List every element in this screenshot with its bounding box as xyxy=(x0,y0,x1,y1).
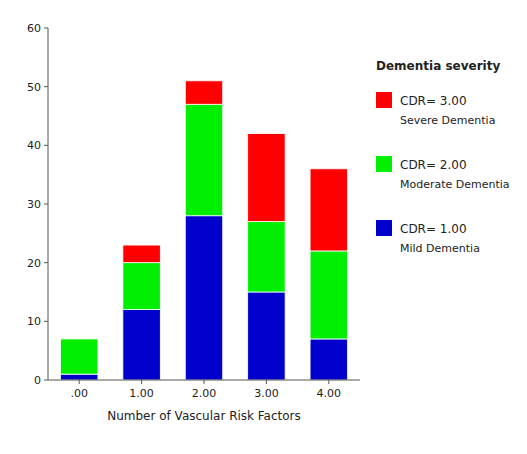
legend-label: CDR= 3.00 xyxy=(400,94,467,108)
x-tick xyxy=(141,380,142,384)
y-tick xyxy=(44,28,48,29)
bar-segment xyxy=(123,245,160,263)
bar-segment xyxy=(123,263,160,310)
bar-segment xyxy=(60,374,97,380)
y-tick-label: 20 xyxy=(27,257,41,270)
y-tick xyxy=(44,86,48,87)
bar-segment xyxy=(60,339,97,374)
bar-segment xyxy=(310,169,347,251)
y-tick-label: 30 xyxy=(27,198,41,211)
bar-segment xyxy=(185,216,222,380)
bar-segment xyxy=(310,251,347,339)
bars xyxy=(60,81,347,380)
x-tick xyxy=(79,380,80,384)
x-tick xyxy=(266,380,267,384)
bar-segment xyxy=(185,81,222,104)
bar-segment xyxy=(248,134,285,222)
legend: Dementia severity CDR= 3.00 Severe Dementi… xyxy=(376,59,510,255)
legend-swatch xyxy=(376,156,392,172)
y-tick-label: 10 xyxy=(27,315,41,328)
x-tick-label: .00 xyxy=(70,387,88,400)
bar-segment xyxy=(248,222,285,292)
legend-swatch xyxy=(376,92,392,108)
legend-label: CDR= 2.00 xyxy=(400,158,467,172)
x-tick-label: 4.00 xyxy=(317,387,342,400)
y-tick xyxy=(44,380,48,381)
x-axis-label: Number of Vascular Risk Factors xyxy=(107,409,301,423)
y-tick-label: 40 xyxy=(27,139,41,152)
legend-description: Mild Dementia xyxy=(400,242,480,255)
y-tick-label: 60 xyxy=(27,22,41,35)
legend-title: Dementia severity xyxy=(376,59,500,73)
y-tick xyxy=(44,321,48,322)
x-tick xyxy=(204,380,205,384)
chart-container: 0 10 20 30 40 50 60 .00 1.00 2.00 3.00 4.00 Number o… xyxy=(0,0,527,454)
x-tick-label: 3.00 xyxy=(254,387,279,400)
chart-svg: 0 10 20 30 40 50 60 .00 1.00 2.00 3.00 4.00 Number o… xyxy=(0,0,527,454)
bar-segment xyxy=(60,338,97,339)
legend-swatch xyxy=(376,220,392,236)
x-tick-label: 1.00 xyxy=(129,387,154,400)
y-tick-label: 50 xyxy=(27,81,41,94)
x-tick-label: 2.00 xyxy=(192,387,217,400)
bar-segment xyxy=(248,292,285,380)
y-tick xyxy=(44,145,48,146)
y-tick xyxy=(44,262,48,263)
bar-segment xyxy=(185,104,222,215)
bar-segment xyxy=(310,339,347,380)
y-tick-label: 0 xyxy=(34,374,41,387)
legend-description: Moderate Dementia xyxy=(400,178,510,191)
legend-description: Severe Dementia xyxy=(400,114,495,127)
x-tick xyxy=(328,380,329,384)
y-tick xyxy=(44,204,48,205)
bar-segment xyxy=(123,310,160,380)
legend-label: CDR= 1.00 xyxy=(400,222,467,236)
